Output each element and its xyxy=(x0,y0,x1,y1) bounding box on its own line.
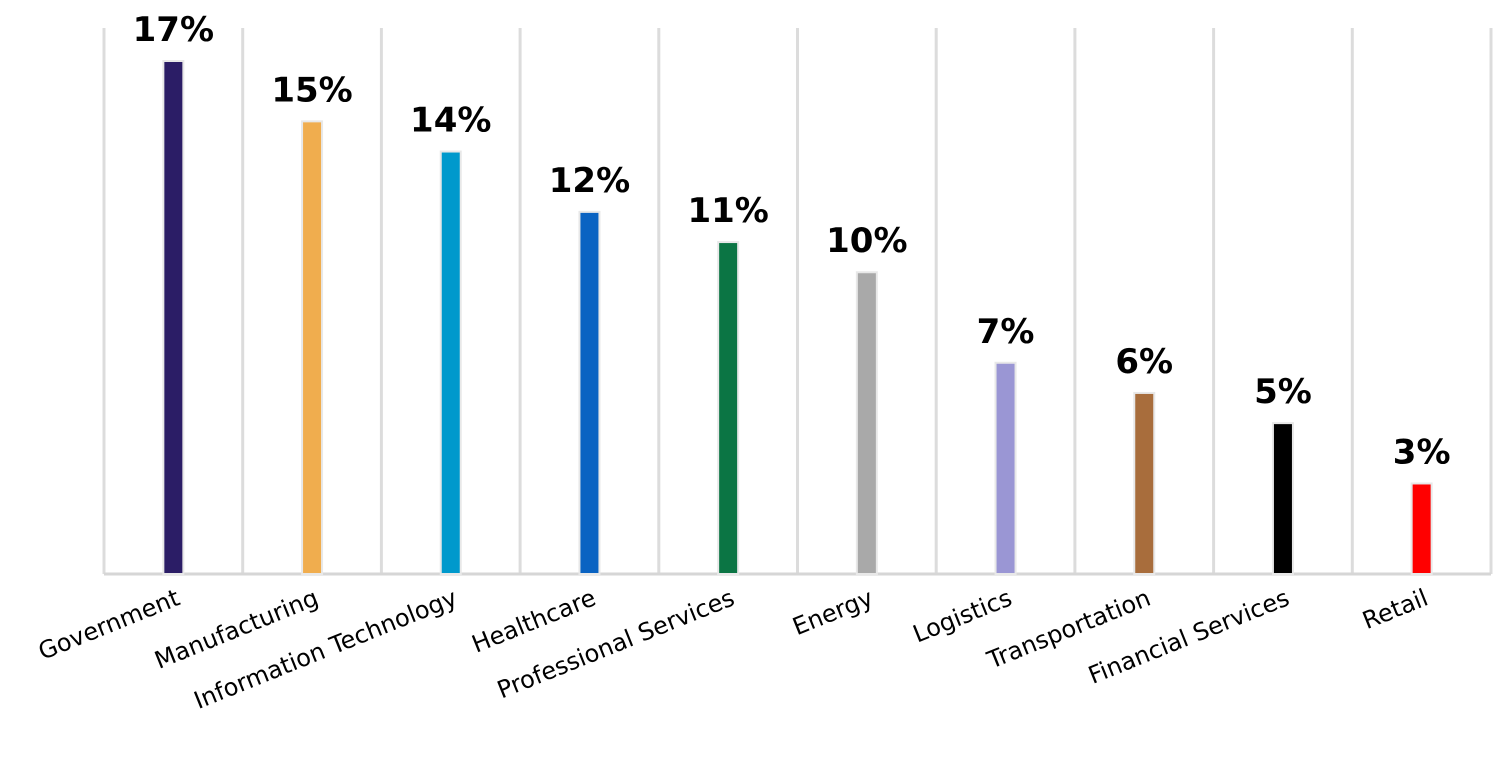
value-label-5: 10% xyxy=(826,221,907,261)
category-label-4: Professional Services xyxy=(493,584,738,705)
value-labels: 17% 15% 14% 12% 11% 10% 7% 6% 5% 3% xyxy=(133,10,1451,472)
gridlines xyxy=(102,28,1493,576)
value-label-7: 6% xyxy=(1115,342,1173,382)
category-label-9: Retail xyxy=(1359,584,1432,635)
bars xyxy=(162,60,1433,576)
category-label-6: Logistics xyxy=(909,584,1016,649)
value-label-2: 14% xyxy=(410,101,491,141)
bar-9 xyxy=(1410,482,1433,575)
bar-4 xyxy=(717,241,740,575)
value-label-8: 5% xyxy=(1254,372,1312,412)
value-label-4: 11% xyxy=(687,191,768,231)
bar-3 xyxy=(578,210,601,575)
category-label-2: Information Technology xyxy=(190,584,461,715)
value-label-1: 15% xyxy=(271,70,352,110)
bar-1 xyxy=(301,120,324,576)
value-label-3: 12% xyxy=(549,161,630,201)
bar-2 xyxy=(439,150,462,575)
bar-7 xyxy=(1133,391,1156,575)
bar-8 xyxy=(1271,422,1294,575)
value-label-0: 17% xyxy=(133,10,214,50)
bar-6 xyxy=(994,361,1017,575)
bar-5 xyxy=(855,271,878,575)
category-label-5: Energy xyxy=(789,584,877,641)
value-label-6: 7% xyxy=(977,312,1035,352)
value-label-9: 3% xyxy=(1393,432,1451,472)
bar-0 xyxy=(162,60,185,575)
